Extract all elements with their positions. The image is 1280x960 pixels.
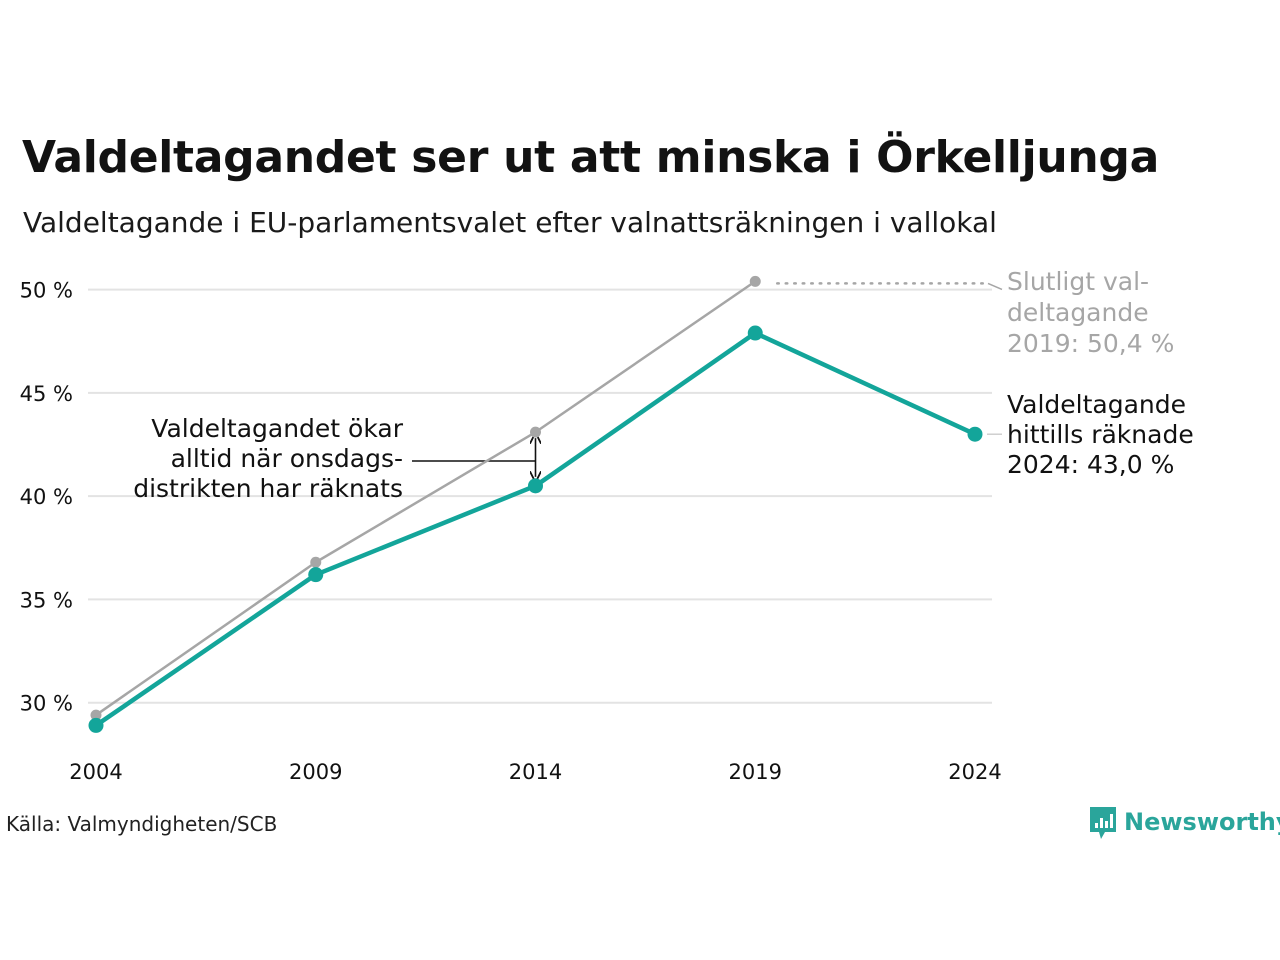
chart-title: Valdeltagandet ser ut att minska i Örkel… <box>22 132 1159 183</box>
x-tick-label: 2024 <box>948 760 1001 784</box>
y-tick-label: 35 % <box>20 588 73 612</box>
chart-subtitle: Valdeltagande i EU-parlamentsvalet efter… <box>23 206 997 239</box>
source-note: Källa: Valmyndigheten/SCB <box>6 812 278 836</box>
data-point-counted <box>308 567 324 583</box>
newsworthy-icon <box>1090 807 1116 839</box>
data-point-counted <box>967 426 983 442</box>
final-turnout-label: Slutligt val-deltagande 2019: 50,4 % <box>1007 267 1174 358</box>
y-tick-label: 40 % <box>20 485 73 509</box>
data-point-final <box>530 426 541 438</box>
series-line-counted <box>94 330 976 728</box>
data-point-final <box>90 709 102 721</box>
y-tick-label: 30 % <box>20 692 73 716</box>
data-point-counted <box>88 717 104 733</box>
onsdag-districts-note: Valdeltagandet ökar alltid när onsdags-di… <box>133 414 403 503</box>
data-point-counted <box>747 325 763 341</box>
counted-turnout-label: Valdeltagande hittills räknade 2024: 43,0 … <box>1007 390 1194 479</box>
final-label-tick <box>987 282 1003 291</box>
series-line-final <box>95 280 756 717</box>
brand-name: Newsworthy <box>1124 808 1280 836</box>
x-tick-label: 2019 <box>729 760 782 784</box>
x-tick-label: 2014 <box>509 760 562 784</box>
data-point-final <box>749 275 761 287</box>
y-tick-label: 45 % <box>20 382 73 406</box>
y-tick-label: 50 % <box>20 279 73 303</box>
x-tick-label: 2004 <box>69 760 122 784</box>
data-point-counted <box>528 478 543 494</box>
data-point-final <box>310 556 322 568</box>
brand-logo: Newsworthy <box>1088 804 1280 840</box>
x-tick-label: 2009 <box>289 760 342 784</box>
